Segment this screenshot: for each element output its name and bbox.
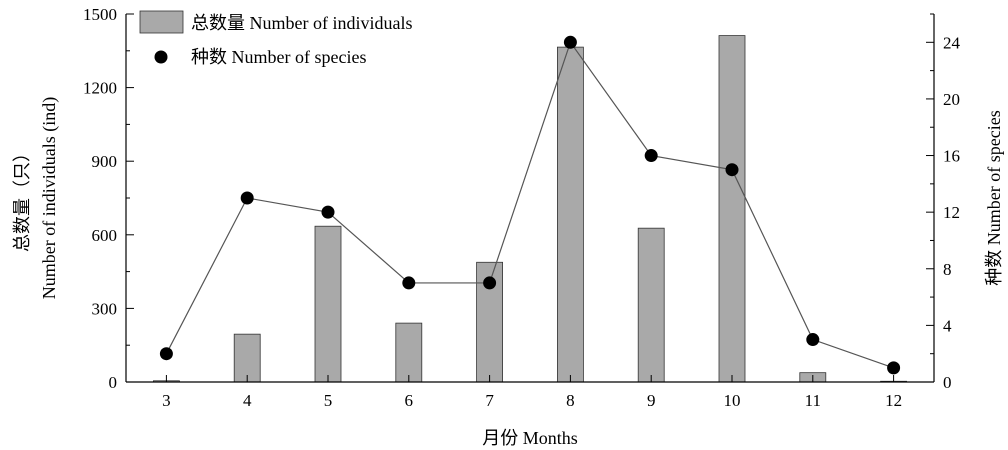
x-tick-label: 11 [805,391,821,410]
x-tick-label: 12 [885,391,902,410]
right-tick-label: 12 [943,203,960,222]
left-tick-label: 900 [92,152,118,171]
bar-series [152,35,907,383]
right-tick-label: 20 [943,90,960,109]
legend-bar-swatch [139,10,184,34]
species-line [165,41,894,369]
x-tick-label: 7 [485,391,494,410]
left-tick-label: 300 [92,299,118,318]
x-tick-label: 5 [324,391,333,410]
legend: 总数量 Number of individuals 种数 Number of sp… [139,10,412,67]
right-tick-label: 4 [943,316,952,335]
x-tick-label: 3 [162,391,171,410]
species-point-8 [563,35,577,49]
x-tick-label: 10 [724,391,741,410]
species-point-12 [887,361,901,375]
legend-bar-label: 总数量 Number of individuals [191,13,412,33]
species-point-7 [483,276,497,290]
right-tick-label: 0 [943,373,952,392]
bar-10 [718,35,746,383]
bar-7 [476,261,504,383]
species-point-9 [644,149,658,163]
species-point-6 [402,276,416,290]
left-tick-label: 1200 [83,79,117,98]
legend-point-swatch [154,50,168,64]
x-tick-label: 9 [647,391,656,410]
bar-6 [395,322,423,383]
right-axis-title: 种数 Number of species [984,110,1004,285]
right-tick-label: 8 [943,260,952,279]
x-tick-label: 6 [405,391,414,410]
right-tick-label: 24 [943,33,961,52]
bar-4 [233,333,261,383]
bar-9 [637,227,665,383]
left-tick-label: 600 [92,226,118,245]
x-tick-label: 8 [566,391,575,410]
species-point-10 [725,163,739,177]
x-axis-title: 月份 Months [482,428,578,448]
right-tick-label: 16 [943,147,960,166]
line-series [159,35,901,375]
axes: 0 300 600 900 1200 1500 0 4 8 12 16 20 24 3 4 5 6 7 8 9 10 11… [12,5,1004,448]
species-point-5 [321,205,335,219]
bar-8 [557,46,584,383]
species-point-3 [159,347,173,361]
left-axis-title-cn: 总数量（只） [12,144,32,252]
species-point-11 [806,333,820,347]
left-axis-title-en: Number of individuals (ind) [39,97,60,299]
x-tick-label: 4 [243,391,252,410]
left-tick-label: 1500 [83,5,117,24]
species-point-4 [240,191,254,205]
bar-5 [314,225,342,383]
legend-point-label: 种数 Number of species [191,47,366,67]
left-tick-label: 0 [109,373,118,392]
